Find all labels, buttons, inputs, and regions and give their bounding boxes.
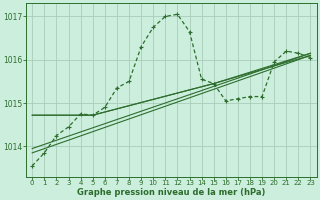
X-axis label: Graphe pression niveau de la mer (hPa): Graphe pression niveau de la mer (hPa): [77, 188, 266, 197]
